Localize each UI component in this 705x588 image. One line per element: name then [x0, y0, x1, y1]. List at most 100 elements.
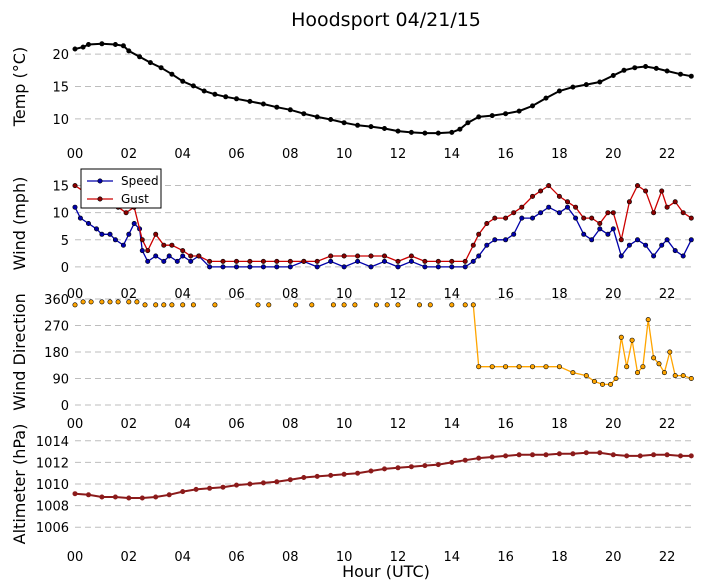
speed-data-point: [422, 264, 428, 270]
direction-data-point: [142, 302, 148, 308]
temp-data-point: [341, 120, 347, 126]
gust-data-point: [123, 210, 129, 216]
speed-data-point: [546, 204, 552, 210]
altimeter-data-point: [274, 479, 280, 485]
direction-data-point: [341, 302, 347, 308]
direction-data-point: [416, 302, 422, 308]
altimeter-data-point: [86, 492, 92, 498]
altimeter-data-point: [301, 474, 307, 480]
gust-data-point: [688, 215, 694, 221]
gust-data-point: [573, 204, 579, 210]
direction-data-point: [293, 302, 299, 308]
wind-y-axis-label: Wind (mph): [10, 177, 29, 271]
altimeter-data-point: [260, 480, 266, 486]
altimeter-data-point: [688, 453, 694, 459]
speed-data-point: [626, 242, 632, 248]
speed-data-point: [556, 210, 562, 216]
direction-data-point: [99, 299, 105, 305]
speed-data-point: [581, 231, 587, 237]
direction-data-point: [190, 302, 196, 308]
speed-data-point: [120, 242, 126, 248]
wind-x-tick-label: 22: [659, 287, 676, 302]
direction-data-point: [570, 370, 576, 376]
direction-data-point: [640, 364, 646, 370]
direction-data-point: [180, 302, 186, 308]
altimeter-data-point: [112, 494, 118, 500]
temp-x-tick-label: 12: [390, 147, 407, 162]
speed-data-point: [449, 264, 455, 270]
direction-x-tick-label: 16: [497, 417, 514, 432]
speed-data-point: [492, 237, 498, 243]
speed-data-point: [145, 258, 151, 264]
speed-data-point: [688, 237, 694, 243]
speed-data-point: [408, 258, 414, 264]
gust-data-point: [145, 248, 151, 254]
altimeter-data-point: [355, 470, 361, 476]
wind-x-tick-label: 12: [390, 287, 407, 302]
gust-data-point: [492, 215, 498, 221]
altimeter-data-point: [287, 477, 293, 483]
direction-x-tick-label: 20: [605, 417, 622, 432]
legend-speed-label: Speed: [121, 174, 159, 188]
altimeter-series-line: [74, 451, 692, 499]
speed-data-point: [484, 242, 490, 248]
direction-data-point: [667, 349, 673, 355]
gust-data-point: [301, 258, 307, 264]
direction-data-point: [107, 299, 113, 305]
wind-y-tick-label: 5: [61, 234, 69, 249]
altimeter-data-point: [476, 455, 482, 461]
speed-data-point: [131, 221, 137, 227]
direction-data-point: [169, 302, 175, 308]
temp-data-point: [597, 79, 603, 85]
speed-data-point: [368, 264, 374, 270]
direction-data-point: [449, 302, 455, 308]
wind-x-tick-label: 18: [551, 287, 568, 302]
altimeter-x-tick-label: 04: [174, 550, 191, 565]
direction-data-point: [629, 337, 635, 343]
direction-data-point: [591, 378, 597, 384]
direction-y-axis-label: Wind Direction: [10, 293, 29, 411]
temp-data-point: [112, 41, 118, 47]
temp-panel: 10 15 20 00 02 04 06 08 10 12 14 16 18 20 22 Temp (°C): [10, 41, 694, 162]
direction-data-point: [266, 302, 272, 308]
speed-data-point: [610, 226, 616, 232]
wind-x-tick-label: 16: [497, 287, 514, 302]
speed-data-point: [180, 253, 186, 259]
altimeter-data-point: [180, 489, 186, 495]
speed-data-point: [355, 258, 361, 264]
temp-data-point: [516, 108, 522, 114]
altimeter-data-point: [570, 451, 576, 457]
speed-data-point: [126, 231, 132, 237]
speed-data-point: [161, 258, 167, 264]
speed-data-point: [589, 237, 595, 243]
direction-x-tick-label: 22: [659, 417, 676, 432]
gust-data-point: [476, 231, 482, 237]
direction-data-point: [556, 364, 562, 370]
speed-data-point: [470, 258, 476, 264]
direction-data-point: [599, 381, 605, 387]
altimeter-data-point: [556, 451, 562, 457]
speed-data-point: [72, 204, 78, 210]
direction-y-tick-label: 360: [44, 293, 69, 308]
altimeter-data-point: [207, 485, 213, 491]
gust-data-point: [139, 237, 145, 243]
altimeter-data-point: [449, 459, 455, 465]
temp-x-tick-label: 00: [67, 147, 84, 162]
speed-data-point: [573, 215, 579, 221]
speed-data-point: [651, 253, 657, 259]
gust-data-point: [643, 188, 649, 194]
direction-data-point: [462, 302, 468, 308]
speed-data-point: [139, 248, 145, 254]
direction-data-point: [608, 381, 614, 387]
temp-x-tick-label: 06: [228, 147, 245, 162]
temp-series-line: [74, 42, 692, 135]
temp-data-point: [223, 94, 229, 100]
direction-panel: 0 90 180 270 360 00 02 04 06 08 10 12 14 16 18 20 22 Wind…: [10, 293, 694, 432]
gust-data-point: [395, 258, 401, 264]
direction-data-point: [583, 373, 589, 379]
speed-data-point: [153, 253, 159, 259]
altimeter-x-tick-label: 16: [497, 550, 514, 565]
altimeter-data-point: [583, 450, 589, 456]
direction-data-point: [529, 364, 535, 370]
